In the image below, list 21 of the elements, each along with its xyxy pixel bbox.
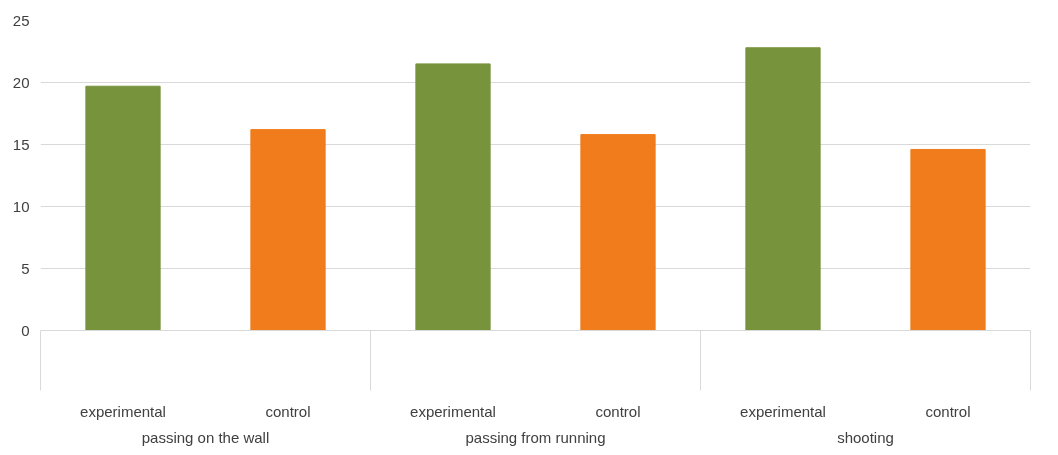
y-tick-label: 15 <box>12 135 30 153</box>
x-tick-label: control <box>595 402 641 420</box>
text: passing on the wall <box>141 428 270 446</box>
y-tick-label: 20 <box>12 73 30 91</box>
x-tick-label: control <box>925 402 971 420</box>
x-tick-label: experimental <box>80 402 166 420</box>
bar <box>580 134 656 331</box>
y-tick-label: 25 <box>12 11 30 29</box>
y-tick-label: 10 <box>12 197 30 215</box>
text: shooting <box>837 428 894 446</box>
x-tick-label: experimental <box>410 402 496 420</box>
x-tick-label: control <box>265 402 311 420</box>
text: passing from running <box>465 428 606 446</box>
y-tick-label: 5 <box>21 259 30 277</box>
y-tick-label: 0 <box>21 321 30 339</box>
bar <box>415 63 491 331</box>
bar <box>745 47 821 331</box>
bar <box>85 85 161 331</box>
bar <box>910 148 986 331</box>
bar <box>250 129 326 331</box>
x-tick-label: experimental <box>740 402 826 420</box>
